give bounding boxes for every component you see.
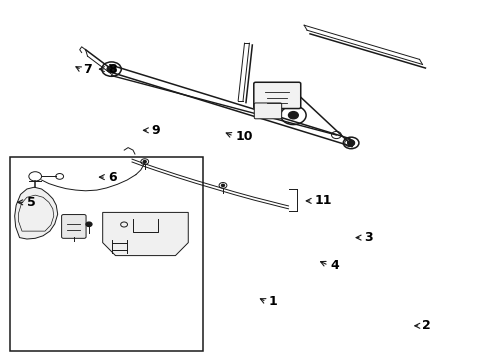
FancyBboxPatch shape — [61, 215, 86, 238]
Text: 5: 5 — [27, 196, 36, 209]
Text: 4: 4 — [330, 259, 339, 272]
Text: 6: 6 — [108, 171, 117, 184]
Text: 8: 8 — [108, 63, 117, 76]
Text: 7: 7 — [83, 63, 92, 76]
Circle shape — [143, 161, 146, 163]
FancyBboxPatch shape — [254, 103, 281, 119]
Circle shape — [347, 140, 354, 145]
Circle shape — [288, 112, 298, 119]
Circle shape — [221, 184, 224, 186]
Circle shape — [86, 222, 92, 226]
Circle shape — [107, 66, 116, 72]
Text: 3: 3 — [363, 231, 372, 244]
Polygon shape — [102, 212, 188, 256]
Text: 2: 2 — [422, 319, 430, 332]
Bar — [10, 157, 203, 351]
FancyBboxPatch shape — [253, 82, 300, 109]
Text: 9: 9 — [151, 124, 160, 137]
Polygon shape — [15, 187, 58, 239]
Text: 11: 11 — [314, 194, 331, 207]
Text: 10: 10 — [235, 130, 253, 143]
Text: 1: 1 — [268, 295, 277, 308]
